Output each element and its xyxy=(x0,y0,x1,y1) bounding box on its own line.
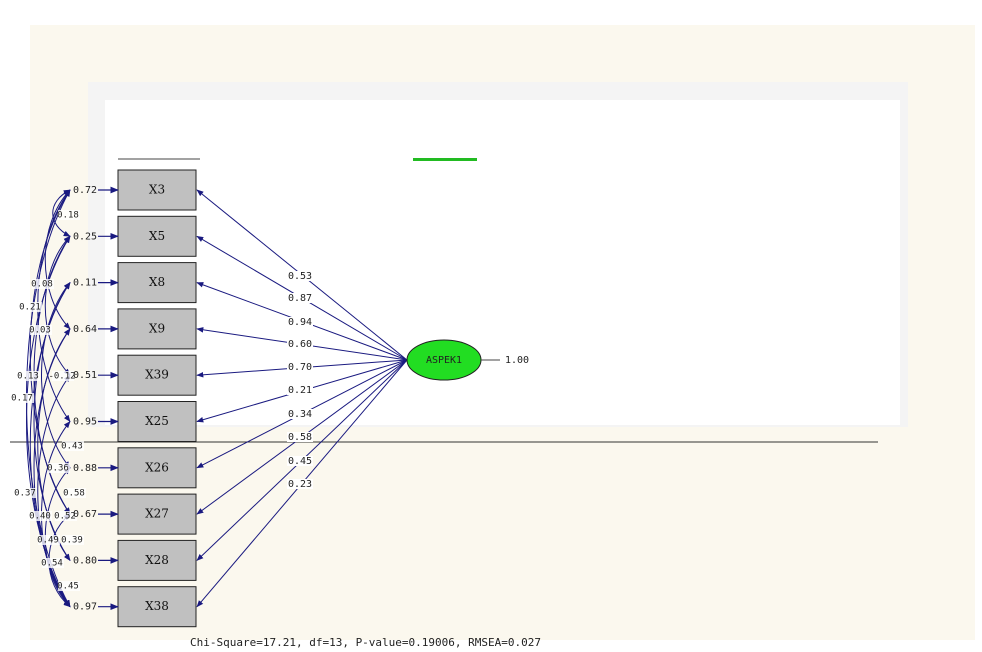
loading-label: 0.94 xyxy=(288,317,312,328)
label-bg xyxy=(287,362,313,372)
indicator-label: X28 xyxy=(145,553,169,567)
covariance-label: 0.03 xyxy=(29,326,51,336)
error-label: 0.67 xyxy=(73,509,97,520)
covariance-curve xyxy=(41,282,71,469)
indicator-label: X5 xyxy=(149,229,165,243)
error-label: 0.64 xyxy=(73,324,97,335)
error-label: 0.25 xyxy=(73,231,97,242)
covariance-label: 0.37 xyxy=(14,489,36,499)
indicator-box xyxy=(117,262,197,304)
covariance-label: 0.54 xyxy=(41,559,63,569)
covariance-label: 0.39 xyxy=(61,536,83,546)
label-bg xyxy=(287,271,313,281)
loading-label: 0.23 xyxy=(288,479,312,490)
covariance-curve xyxy=(29,189,71,515)
covariance-label: 0.40 xyxy=(29,512,51,522)
label-bg xyxy=(287,385,313,395)
label-bg xyxy=(52,371,74,381)
indicator-box xyxy=(117,308,197,350)
error-label: 0.95 xyxy=(73,417,97,428)
indicator-label: X26 xyxy=(145,460,169,474)
indicator-label: X27 xyxy=(145,507,169,521)
covariance-curve xyxy=(29,282,71,608)
label-bg xyxy=(30,325,52,335)
label-bg xyxy=(287,293,313,303)
covariance-label: 0.45 xyxy=(57,582,79,592)
label-bg xyxy=(18,371,40,381)
label-bg xyxy=(30,511,52,521)
covariance-label: 0.18 xyxy=(57,211,79,221)
covariance-label: 0.08 xyxy=(31,280,53,290)
label-bg xyxy=(55,511,77,521)
error-label: 0.51 xyxy=(73,370,97,381)
latent-variance: 1.00 xyxy=(505,355,529,366)
label-bg xyxy=(64,488,86,498)
covariance-label: -0.12 xyxy=(48,372,75,382)
loading-label: 0.70 xyxy=(288,362,312,373)
loading-label: 0.34 xyxy=(288,409,312,420)
fit-statistics: Chi-Square=17.21, df=13, P-value=0.19006… xyxy=(190,636,541,649)
loading-label: 0.45 xyxy=(288,456,312,467)
label-bg xyxy=(58,210,80,220)
indicator-box xyxy=(117,493,197,535)
error-label: 0.72 xyxy=(73,185,97,196)
error-label: 0.11 xyxy=(73,278,97,289)
label-bg xyxy=(12,393,34,403)
label-bg xyxy=(287,432,313,442)
indicator-label: X38 xyxy=(145,599,169,613)
covariance-curve xyxy=(44,235,71,376)
indicator-box xyxy=(117,586,197,628)
watermark-inner xyxy=(105,100,900,425)
loading-label: 0.87 xyxy=(288,293,312,304)
error-label: 0.97 xyxy=(73,602,97,613)
label-bg xyxy=(15,488,37,498)
covariance-label: 0.43 xyxy=(61,442,83,452)
loading-label: 0.60 xyxy=(288,339,312,350)
indicator-label: X39 xyxy=(145,368,169,382)
label-bg xyxy=(20,302,42,312)
green-bar xyxy=(413,158,477,161)
covariance-label: 0.49 xyxy=(37,536,59,546)
indicator-box xyxy=(117,354,197,396)
label-bg xyxy=(32,279,54,289)
covariance-label: 0.17 xyxy=(11,394,33,404)
indicator-label: X3 xyxy=(149,183,165,197)
label-bg xyxy=(287,456,313,466)
covariance-curve xyxy=(44,189,71,330)
label-bg xyxy=(287,317,313,327)
label-bg xyxy=(42,558,64,568)
loading-label: 0.53 xyxy=(288,271,312,282)
covariance-label: 0.13 xyxy=(17,372,39,382)
loading-label: 0.58 xyxy=(288,432,312,443)
label-bg xyxy=(62,535,84,545)
error-label: 0.80 xyxy=(73,555,97,566)
label-bg xyxy=(58,581,80,591)
loading-label: 0.21 xyxy=(288,385,312,396)
indicator-label: X25 xyxy=(145,414,169,428)
indicator-box xyxy=(117,401,197,442)
indicator-label: X8 xyxy=(149,275,165,289)
label-bg xyxy=(38,535,60,545)
covariance-label: 0.21 xyxy=(19,303,41,313)
label-bg xyxy=(62,441,84,451)
covariance-label: 0.58 xyxy=(63,489,85,499)
covariance-label: 0.36 xyxy=(47,464,69,474)
label-bg xyxy=(48,463,70,473)
indicator-box xyxy=(117,447,197,489)
covariance-label: 0.52 xyxy=(54,512,76,522)
indicator-label: X9 xyxy=(149,321,165,335)
label-bg xyxy=(287,339,313,349)
label-bg xyxy=(287,479,313,489)
indicator-box xyxy=(117,169,197,211)
latent-label: ASPEK1 xyxy=(426,355,462,366)
error-label: 0.88 xyxy=(73,463,97,474)
label-bg xyxy=(287,409,313,419)
